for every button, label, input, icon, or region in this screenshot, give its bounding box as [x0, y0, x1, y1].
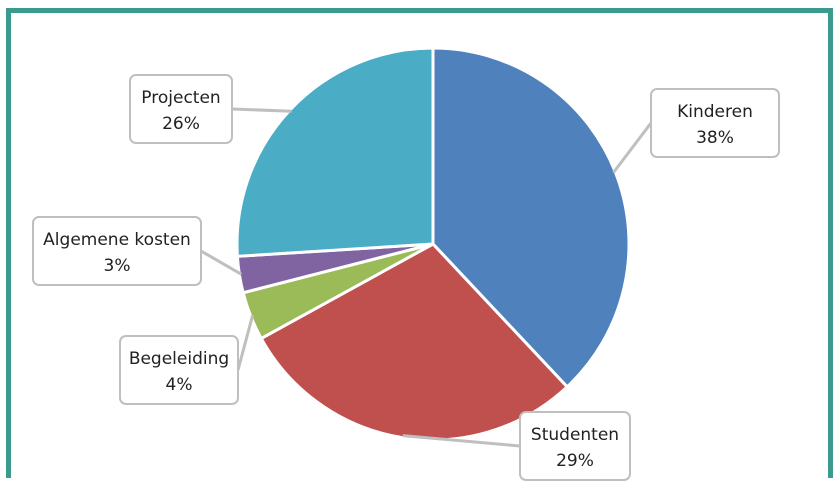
leader-lines: [200, 107, 653, 448]
callout-box: [32, 216, 202, 286]
pie-slice-projecten: [235, 46, 435, 258]
slice-label: Algemene kosten: [43, 230, 191, 250]
leader-line-kinderen: [612, 122, 653, 174]
slice-value-label: 38%: [696, 128, 734, 148]
slice-label: Begeleiding: [129, 349, 229, 369]
callout-studenten: Studenten 29%: [519, 411, 631, 481]
callout-box: [650, 88, 780, 158]
slice-value-label: 4%: [166, 375, 193, 395]
callout-box: [129, 74, 233, 144]
slice-label: Studenten: [531, 425, 619, 445]
callout-begeleiding: Begeleiding 4%: [119, 335, 239, 405]
leader-line-projecten: [231, 107, 292, 113]
pie-slices: [235, 46, 631, 442]
slice-value-label: 29%: [556, 451, 594, 471]
leader-line-algemene-kosten: [200, 249, 243, 276]
slice-label: Kinderen: [677, 102, 753, 122]
callout-box: [119, 335, 239, 405]
slice-value-label: 3%: [104, 256, 131, 276]
data-label-callouts: Kinderen 38% Studenten 29% Begeleiding 4% Alge…: [32, 74, 780, 481]
leader-line-begeleiding: [236, 315, 255, 371]
callout-box: [519, 411, 631, 481]
callout-projecten: Projecten 26%: [129, 74, 233, 144]
slice-label: Projecten: [141, 88, 220, 108]
callout-algemene-kosten: Algemene kosten 3%: [32, 216, 202, 286]
slice-value-label: 26%: [162, 114, 200, 134]
leader-line-studenten: [402, 434, 521, 448]
callout-kinderen: Kinderen 38%: [650, 88, 780, 158]
